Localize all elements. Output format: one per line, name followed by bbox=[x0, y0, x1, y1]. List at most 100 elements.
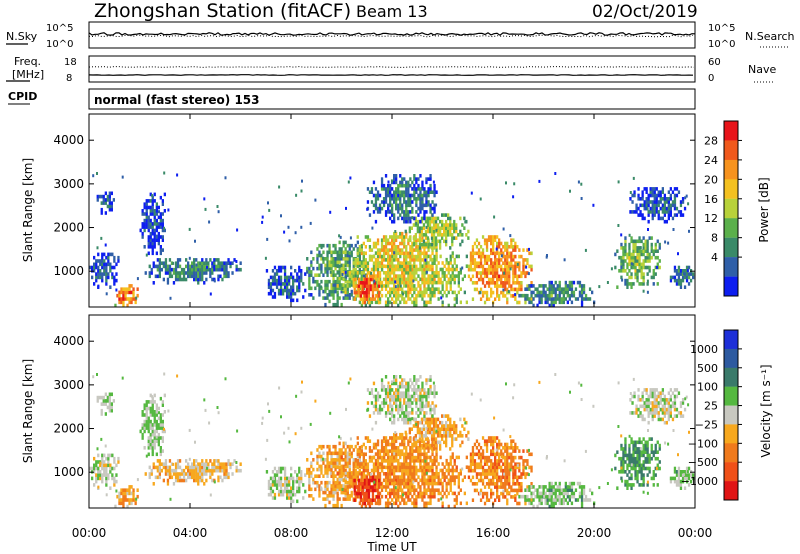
power-cell bbox=[361, 290, 364, 295]
velocity-cell bbox=[395, 449, 398, 453]
power-cell bbox=[415, 293, 418, 298]
power-cell bbox=[648, 255, 651, 260]
velocity-cell bbox=[393, 446, 396, 450]
power-cell bbox=[642, 242, 645, 247]
power-cell bbox=[421, 274, 424, 278]
velocity-cell bbox=[397, 446, 400, 450]
power-cell bbox=[290, 295, 293, 299]
power-cell bbox=[115, 278, 118, 283]
power-cell bbox=[661, 206, 664, 211]
power-cell bbox=[512, 238, 515, 242]
power-cell bbox=[155, 238, 158, 242]
power-cell bbox=[642, 278, 645, 283]
velocity-cell bbox=[356, 449, 359, 453]
velocity-cell bbox=[318, 464, 321, 469]
power-cell bbox=[397, 303, 400, 308]
velocity-cell bbox=[352, 468, 355, 473]
power-cell bbox=[103, 265, 106, 270]
velocity-cell bbox=[273, 466, 277, 471]
velocity-cell bbox=[380, 485, 384, 489]
power-cell bbox=[417, 280, 420, 285]
velocity-cell bbox=[361, 501, 364, 506]
power-cell bbox=[128, 287, 131, 291]
velocity-cell bbox=[348, 472, 351, 476]
power-cell bbox=[382, 264, 386, 268]
power-cell bbox=[395, 274, 398, 278]
power-cell bbox=[288, 239, 291, 243]
velocity-cell bbox=[405, 449, 408, 453]
power-cell bbox=[403, 200, 406, 204]
power-cell bbox=[207, 267, 210, 272]
power-cell bbox=[455, 293, 458, 298]
power-cell bbox=[425, 251, 428, 256]
velocity-cell bbox=[279, 470, 283, 474]
power-cell bbox=[391, 187, 394, 191]
velocity-cell bbox=[393, 478, 396, 483]
power-cell bbox=[532, 284, 535, 288]
power-cell bbox=[490, 294, 493, 298]
velocity-cell bbox=[334, 464, 337, 469]
power-cell bbox=[443, 239, 446, 244]
velocity-cell bbox=[156, 468, 159, 473]
power-cell bbox=[437, 271, 440, 275]
power-cell bbox=[417, 183, 420, 188]
power-cell bbox=[407, 290, 410, 295]
power-cell bbox=[405, 267, 408, 272]
velocity-cell bbox=[336, 451, 339, 456]
power-cell bbox=[395, 197, 398, 201]
power-cell bbox=[536, 290, 539, 295]
power-cell bbox=[326, 273, 329, 277]
power-cell bbox=[485, 290, 489, 295]
power-cell bbox=[655, 193, 658, 198]
power-cell bbox=[504, 264, 507, 269]
velocity-cell bbox=[403, 442, 406, 447]
velocity-cell bbox=[393, 494, 396, 499]
power-cell bbox=[168, 258, 172, 262]
velocity-cell bbox=[430, 434, 434, 438]
power-cell bbox=[683, 272, 687, 276]
power-cell bbox=[384, 213, 388, 217]
power-cell bbox=[437, 280, 440, 285]
power-cell bbox=[667, 210, 670, 214]
power-cell bbox=[401, 280, 404, 285]
velocity-cell bbox=[423, 449, 426, 453]
velocity-cell bbox=[324, 490, 327, 495]
power-cell bbox=[437, 287, 440, 291]
velocity-cell bbox=[178, 475, 182, 480]
power-cell bbox=[415, 254, 418, 259]
power-cell bbox=[580, 182, 583, 186]
power-cell bbox=[431, 206, 434, 211]
power-cell bbox=[426, 216, 430, 221]
power-cell bbox=[526, 284, 529, 288]
velocity-cell bbox=[160, 468, 163, 473]
power-cell bbox=[633, 193, 636, 198]
power-cell bbox=[554, 287, 557, 291]
power-cell bbox=[151, 195, 154, 200]
power-cell bbox=[151, 222, 154, 226]
velocity-cell bbox=[445, 424, 448, 428]
velocity-cell bbox=[391, 478, 394, 483]
power-cell bbox=[336, 286, 339, 291]
velocity-cell bbox=[424, 417, 428, 422]
power-cell bbox=[132, 293, 135, 298]
power-cell bbox=[432, 236, 436, 240]
power-cell bbox=[550, 293, 553, 298]
velocity-cell bbox=[415, 442, 418, 447]
power-cell bbox=[158, 210, 160, 214]
power-cell bbox=[308, 266, 311, 271]
power-cell bbox=[373, 281, 377, 285]
power-cell bbox=[447, 290, 450, 295]
power-cell bbox=[451, 274, 454, 278]
velocity-cell bbox=[352, 481, 355, 486]
power-cell bbox=[461, 266, 464, 270]
velocity-cell bbox=[419, 452, 422, 457]
power-cell bbox=[413, 277, 416, 282]
power-cell bbox=[405, 231, 408, 236]
velocity-cell bbox=[154, 465, 157, 470]
power-cell bbox=[350, 243, 353, 248]
power-cell bbox=[646, 239, 649, 244]
power-cell bbox=[496, 235, 499, 239]
velocity-cell bbox=[101, 476, 104, 481]
power-cell bbox=[391, 241, 394, 246]
power-cell bbox=[492, 235, 495, 239]
